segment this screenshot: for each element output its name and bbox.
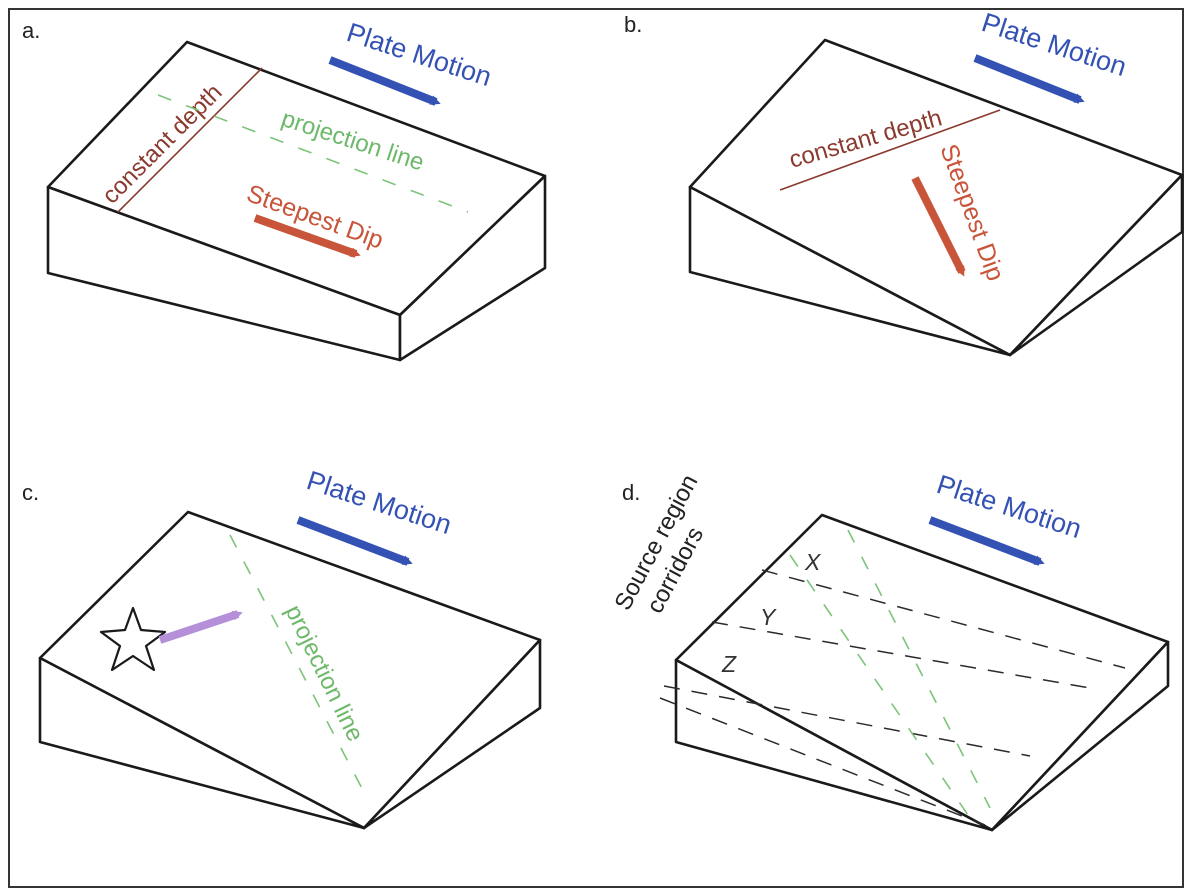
panel-d-corridor-label-x: X xyxy=(804,549,822,575)
panel-b-plate-motion-arrow xyxy=(975,58,1080,100)
panel-a-plate-motion-label: Plate Motion xyxy=(343,17,495,92)
panel-d: d. Source region corridors X Y Z Plate M… xyxy=(609,469,1168,830)
panel-d-block xyxy=(676,515,1168,830)
panel-a: a. constant depth projection line Plate … xyxy=(22,17,545,360)
panel-c-label: c. xyxy=(22,480,39,505)
panel-b-top-face xyxy=(690,40,1182,355)
panel-b: b. constant depth Plate Motion Steepest … xyxy=(624,7,1182,355)
panel-c: c. projection line Plate Motion xyxy=(22,465,540,828)
panel-a-label: a. xyxy=(22,18,40,43)
panel-d-label: d. xyxy=(622,480,640,505)
panel-c-plate-motion-arrow xyxy=(298,520,408,562)
panel-c-top-face xyxy=(40,512,540,828)
panel-d-top-face xyxy=(676,515,1168,830)
panel-d-corridor-label-y: Y xyxy=(760,604,777,630)
panel-d-corridor-label-z: Z xyxy=(721,651,737,677)
panel-b-label: b. xyxy=(624,12,642,37)
panel-b-block xyxy=(690,40,1182,355)
panel-c-block xyxy=(40,512,540,828)
